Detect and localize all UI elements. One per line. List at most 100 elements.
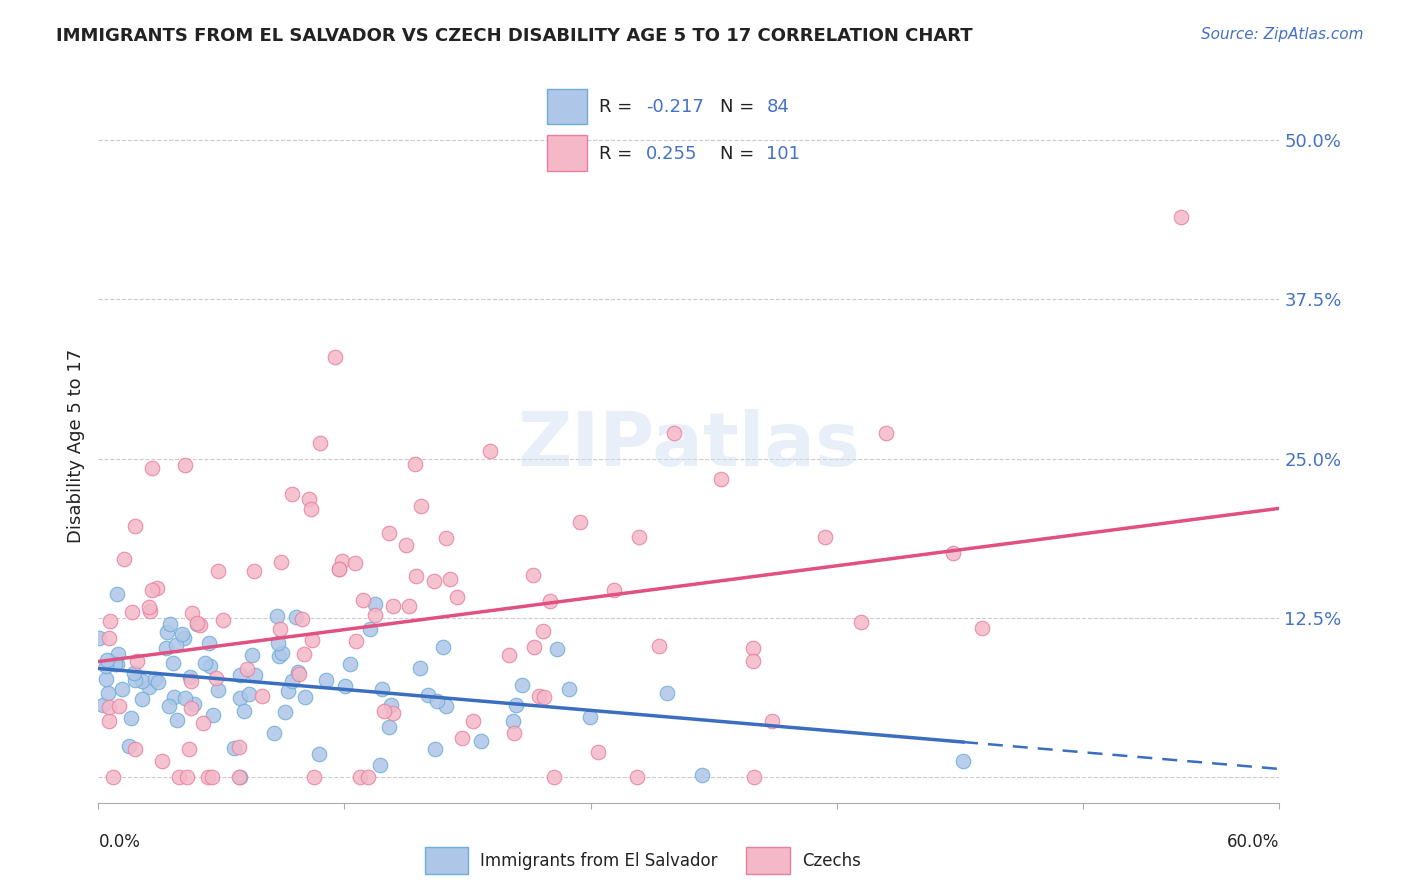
Point (138, 600, 160, 615)
Point (328, 562, 350, 576)
Point (98, 614, 121, 628)
Point (344, 557, 367, 571)
Point (228, 770, 250, 784)
Point (181, 606, 204, 620)
Point (461, 714, 484, 728)
Point (941, 546, 963, 560)
Point (439, 572, 461, 586)
Point (308, 436, 330, 450)
Point (849, 615, 872, 629)
Text: 60.0%: 60.0% (1227, 833, 1279, 851)
Point (96, 653, 118, 667)
Point (364, 607, 387, 622)
Point (131, 691, 153, 706)
Point (183, 697, 205, 711)
Point (287, 666, 309, 681)
Text: ZIPatlas: ZIPatlas (517, 409, 860, 483)
Point (690, 768, 713, 782)
Point (207, 564, 229, 578)
Point (201, 770, 224, 784)
Point (512, 678, 534, 692)
Point (398, 599, 420, 613)
Point (543, 770, 565, 784)
Point (139, 604, 162, 618)
Point (108, 698, 131, 713)
Point (371, 681, 394, 696)
Point (96, 672, 118, 686)
Point (814, 530, 837, 544)
Point (301, 632, 323, 647)
Point (124, 742, 146, 756)
Point (302, 770, 325, 784)
Point (207, 683, 229, 698)
Text: 0.255: 0.255 (645, 145, 697, 163)
Point (502, 714, 524, 729)
Point (212, 613, 235, 627)
Bar (425, 847, 468, 874)
Point (91, 698, 114, 712)
Point (98, 699, 121, 714)
Text: N =: N = (720, 145, 759, 163)
Point (186, 615, 208, 630)
Point (224, 741, 246, 756)
Point (432, 640, 454, 654)
Point (138, 680, 160, 694)
Point (155, 641, 177, 656)
Point (742, 640, 765, 655)
Point (269, 622, 291, 636)
Point (157, 698, 180, 713)
Point (655, 686, 678, 700)
Point (163, 690, 186, 704)
Point (626, 770, 648, 784)
Point (188, 617, 211, 632)
Point (761, 714, 783, 729)
Point (124, 673, 146, 688)
Bar (547, 136, 586, 170)
Point (274, 705, 297, 719)
Point (124, 519, 146, 533)
Y-axis label: Disability Age 5 to 17: Disability Age 5 to 17 (66, 349, 84, 543)
Point (120, 711, 142, 725)
Point (111, 681, 134, 696)
Point (174, 458, 197, 472)
Text: Source: ZipAtlas.com: Source: ZipAtlas.com (1201, 27, 1364, 42)
Point (180, 673, 202, 688)
Point (308, 747, 330, 761)
Point (98, 714, 121, 728)
Point (104, 657, 127, 672)
Point (148, 674, 170, 689)
Point (285, 610, 308, 624)
Point (627, 530, 650, 544)
Point (359, 622, 381, 636)
Point (89, 632, 111, 646)
Point (131, 674, 153, 689)
Text: N =: N = (720, 98, 759, 116)
Point (172, 627, 194, 641)
Point (97, 685, 120, 699)
Point (238, 687, 260, 701)
Point (228, 668, 250, 682)
Point (1170, 210, 1192, 224)
Text: 101: 101 (766, 145, 800, 163)
Point (356, 770, 378, 784)
Point (382, 706, 405, 720)
Point (269, 648, 291, 663)
Point (180, 701, 202, 715)
Point (586, 745, 609, 759)
Point (281, 487, 304, 501)
Text: R =: R = (599, 145, 638, 163)
Point (202, 707, 225, 722)
Point (232, 704, 254, 718)
Point (250, 689, 273, 703)
Point (186, 616, 208, 631)
Point (498, 648, 520, 662)
Point (425, 742, 447, 756)
Point (122, 665, 145, 680)
Point (205, 672, 228, 686)
Point (470, 734, 492, 748)
Point (335, 679, 357, 693)
Point (364, 597, 387, 611)
Text: R =: R = (599, 98, 638, 116)
Point (112, 551, 135, 566)
Point (603, 582, 626, 597)
